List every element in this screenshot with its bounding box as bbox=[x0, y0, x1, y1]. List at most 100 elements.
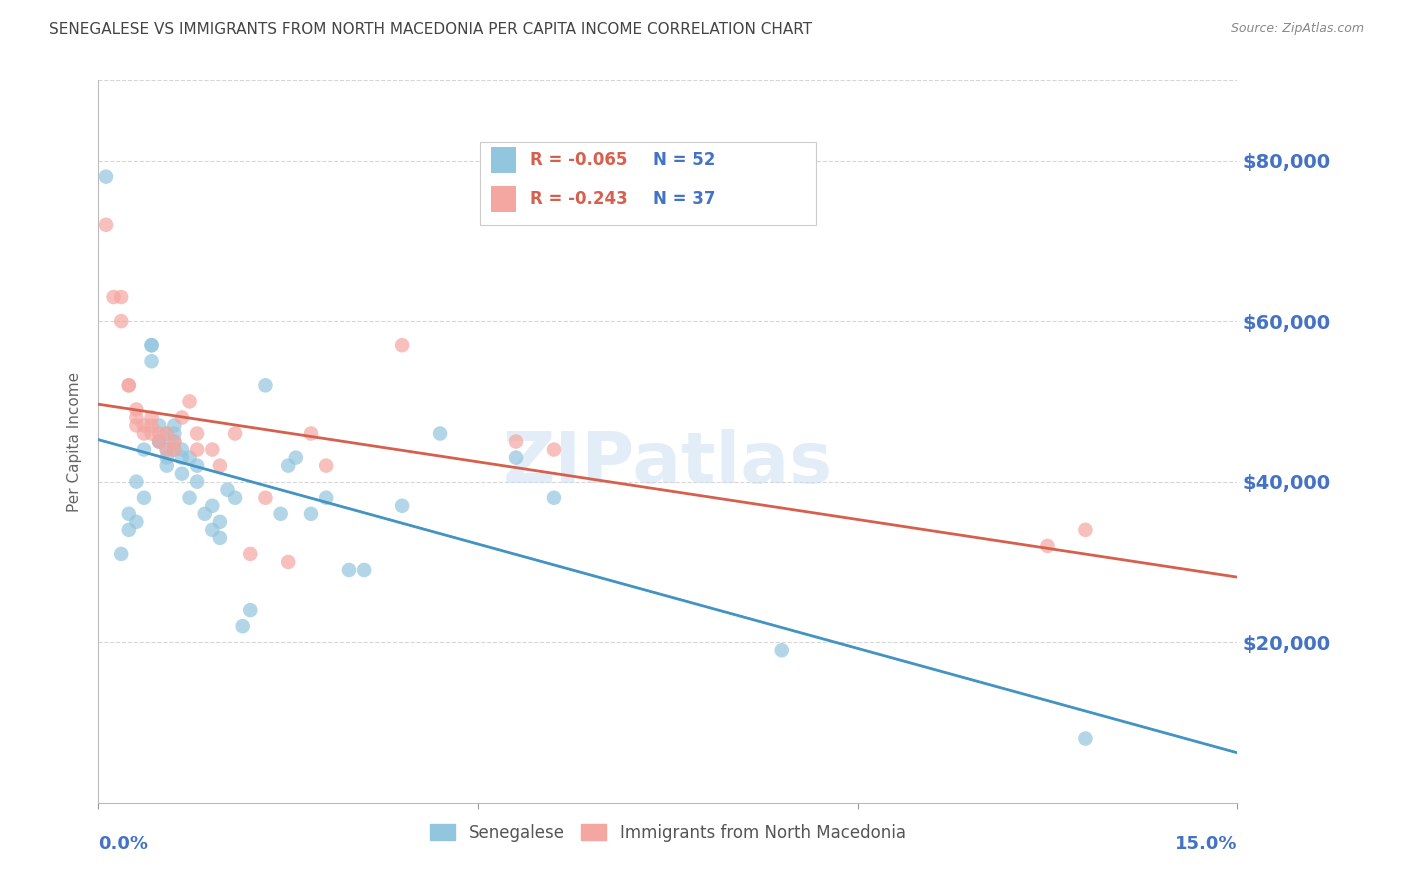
Point bbox=[163, 434, 186, 449]
Point bbox=[186, 442, 208, 457]
Point bbox=[94, 218, 117, 232]
Point bbox=[201, 523, 224, 537]
FancyBboxPatch shape bbox=[479, 142, 815, 225]
Point bbox=[429, 426, 451, 441]
Point bbox=[110, 290, 132, 304]
Point bbox=[141, 338, 163, 352]
Point bbox=[391, 338, 413, 352]
Point bbox=[170, 467, 193, 481]
Point bbox=[770, 643, 793, 657]
Text: SENEGALESE VS IMMIGRANTS FROM NORTH MACEDONIA PER CAPITA INCOME CORRELATION CHAR: SENEGALESE VS IMMIGRANTS FROM NORTH MACE… bbox=[49, 22, 813, 37]
Point bbox=[208, 458, 231, 473]
Point bbox=[118, 378, 141, 392]
Point bbox=[103, 290, 125, 304]
Point bbox=[224, 426, 246, 441]
Point bbox=[170, 410, 193, 425]
Point bbox=[94, 169, 117, 184]
Point bbox=[232, 619, 254, 633]
Point bbox=[179, 491, 201, 505]
Point bbox=[201, 442, 224, 457]
Point bbox=[125, 515, 148, 529]
Point bbox=[353, 563, 375, 577]
Point bbox=[148, 434, 170, 449]
Point bbox=[543, 442, 565, 457]
Point bbox=[391, 499, 413, 513]
Point bbox=[299, 507, 322, 521]
Point bbox=[132, 426, 155, 441]
Point bbox=[1074, 731, 1097, 746]
Point bbox=[239, 603, 262, 617]
FancyBboxPatch shape bbox=[491, 186, 516, 212]
Point bbox=[315, 491, 337, 505]
Point bbox=[277, 555, 299, 569]
Point bbox=[148, 434, 170, 449]
Point bbox=[141, 354, 163, 368]
Point bbox=[277, 458, 299, 473]
Point bbox=[1036, 539, 1059, 553]
Point bbox=[132, 418, 155, 433]
Text: R = -0.065: R = -0.065 bbox=[530, 152, 627, 169]
Point bbox=[186, 475, 208, 489]
Point bbox=[505, 450, 527, 465]
Point bbox=[156, 442, 179, 457]
Point bbox=[208, 531, 231, 545]
Point bbox=[505, 434, 527, 449]
Point bbox=[118, 523, 141, 537]
Point bbox=[148, 418, 170, 433]
Point bbox=[156, 450, 179, 465]
Point bbox=[132, 491, 155, 505]
Point bbox=[224, 491, 246, 505]
Point bbox=[148, 434, 170, 449]
Point bbox=[543, 491, 565, 505]
Point bbox=[1074, 523, 1097, 537]
Point bbox=[163, 442, 186, 457]
Point bbox=[315, 458, 337, 473]
Point bbox=[179, 394, 201, 409]
Point bbox=[186, 426, 208, 441]
Point bbox=[125, 410, 148, 425]
Text: Source: ZipAtlas.com: Source: ZipAtlas.com bbox=[1230, 22, 1364, 36]
Point bbox=[156, 426, 179, 441]
Point bbox=[170, 450, 193, 465]
Point bbox=[163, 418, 186, 433]
Point bbox=[125, 418, 148, 433]
Text: N = 52: N = 52 bbox=[652, 152, 716, 169]
Point bbox=[118, 507, 141, 521]
Text: 0.0%: 0.0% bbox=[98, 835, 149, 854]
Point bbox=[186, 458, 208, 473]
Text: ZIPatlas: ZIPatlas bbox=[503, 429, 832, 498]
Legend: Senegalese, Immigrants from North Macedonia: Senegalese, Immigrants from North Macedo… bbox=[423, 817, 912, 848]
Point bbox=[148, 426, 170, 441]
FancyBboxPatch shape bbox=[491, 147, 516, 173]
Point bbox=[194, 507, 217, 521]
Point bbox=[141, 426, 163, 441]
Point bbox=[254, 378, 277, 392]
Point bbox=[118, 378, 141, 392]
Point bbox=[125, 475, 148, 489]
Point bbox=[110, 314, 132, 328]
Point bbox=[217, 483, 239, 497]
Text: N = 37: N = 37 bbox=[652, 190, 716, 209]
Point bbox=[299, 426, 322, 441]
Y-axis label: Per Capita Income: Per Capita Income bbox=[67, 371, 83, 512]
Point bbox=[270, 507, 292, 521]
Point bbox=[141, 410, 163, 425]
Point bbox=[163, 442, 186, 457]
Point bbox=[156, 426, 179, 441]
Text: 15.0%: 15.0% bbox=[1175, 835, 1237, 854]
Point bbox=[163, 426, 186, 441]
Point bbox=[156, 458, 179, 473]
Point bbox=[254, 491, 277, 505]
Point bbox=[337, 563, 360, 577]
Point bbox=[141, 418, 163, 433]
Point bbox=[170, 442, 193, 457]
Point bbox=[125, 402, 148, 417]
Point bbox=[163, 434, 186, 449]
Point bbox=[208, 515, 231, 529]
Point bbox=[239, 547, 262, 561]
Text: R = -0.243: R = -0.243 bbox=[530, 190, 628, 209]
Point bbox=[110, 547, 132, 561]
Point bbox=[156, 442, 179, 457]
Point bbox=[132, 442, 155, 457]
Point bbox=[141, 338, 163, 352]
